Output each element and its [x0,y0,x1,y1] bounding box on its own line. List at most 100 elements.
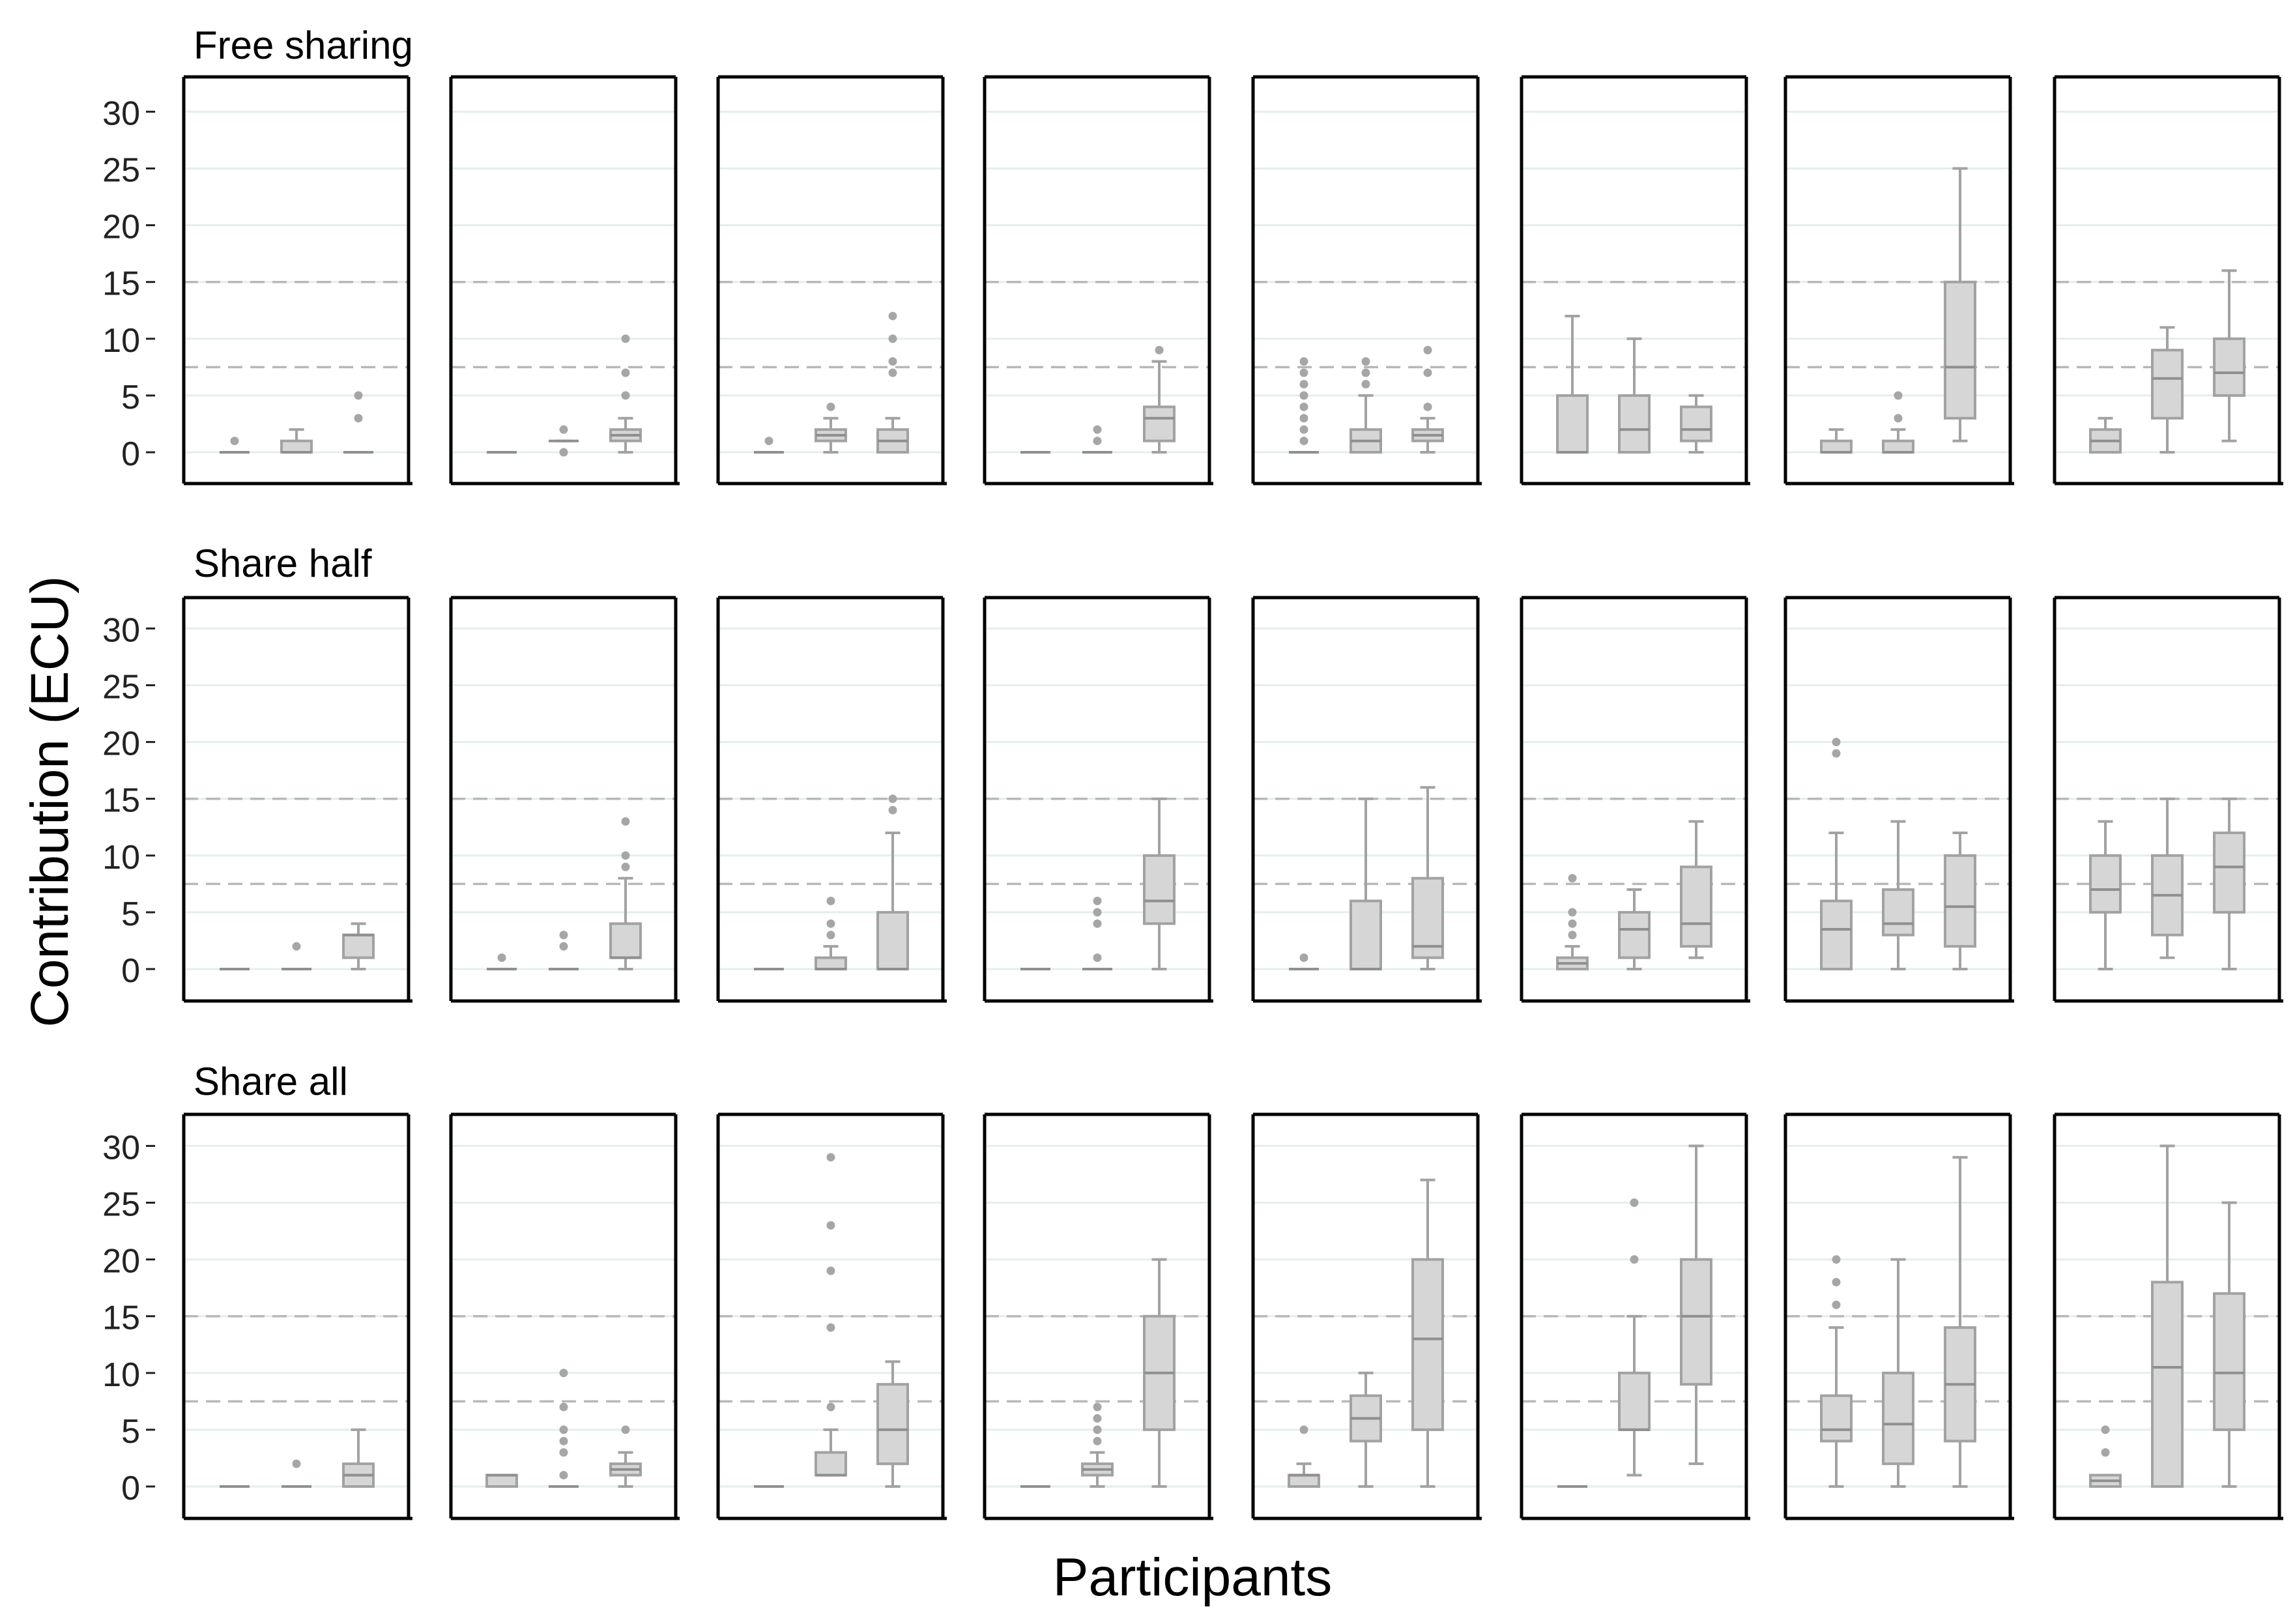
outlier-point [1093,1425,1102,1434]
box-group [609,817,642,970]
y-tick-label: 5 [121,379,140,416]
outlier-point [497,953,506,963]
box-group [1556,314,1589,454]
box-group [1411,345,1444,454]
box-body [1618,394,1651,454]
panel-frames-layer [182,75,2283,1520]
box-group [1882,1258,1914,1488]
box-body [1411,1258,1444,1431]
outlier-point [1630,1198,1639,1207]
y-tick-label: 25 [102,1186,140,1224]
box-group [609,334,642,454]
outlier-point [2101,1425,2110,1434]
outlier-point [764,437,773,446]
box-body [2213,831,2245,914]
box-group [1618,888,1651,970]
box-body [1820,439,1853,454]
outlier-point [826,1402,835,1412]
outlier-point [1299,414,1308,423]
row-title: Free sharing [194,23,413,67]
outlier-point [621,368,630,377]
y-tick-label: 30 [102,1129,140,1167]
box-group [549,931,579,970]
box-group [609,1425,642,1488]
outlier-point [888,368,897,377]
outlier-point [1299,425,1308,434]
outlier-point [826,931,835,940]
box-group [1411,786,1444,970]
y-tick-label: 10 [102,322,140,360]
y-axis-title: Contribution (ECU) [20,576,79,1028]
outlier-point [1093,896,1102,905]
box-group [1350,357,1382,454]
box-body [1288,1473,1320,1488]
box-group [280,428,313,454]
outlier-point [888,334,897,343]
y-tick-label: 15 [102,782,140,820]
outlier-point [559,931,568,940]
outlier-point [1894,414,1903,423]
outlier-point [1568,874,1577,883]
box-body [2213,1292,2245,1431]
box-body [876,910,909,971]
outlier-point [559,425,568,434]
outlier-point [1832,738,1841,747]
outlier-point [826,919,835,928]
box-group [2151,1144,2184,1488]
box-body [1411,877,1444,959]
outlier-point [621,1425,630,1434]
box-group [815,402,847,454]
y-tick-label: 0 [121,435,140,473]
box-group [1820,428,1853,454]
outlier-point [1299,368,1308,377]
outlier-point [1832,1300,1841,1309]
box-group [1944,831,1976,970]
box-body [2213,337,2245,397]
box-body [876,1383,909,1466]
box-body [2089,854,2122,914]
outlier-point [1299,437,1308,446]
outlier-point [1630,1255,1639,1264]
outlier-point [621,334,630,343]
outlier-point [2101,1448,2110,1457]
outlier-point [1299,357,1308,366]
box-body [1944,280,1976,420]
box-group [1618,1198,1651,1477]
outlier-point [826,1323,835,1332]
box-group [1411,1178,1444,1488]
outlier-point [1423,368,1432,377]
box-group [2213,269,2245,442]
box-group [876,312,909,454]
outlier-point [559,1448,568,1457]
boxes-layer [220,167,2245,1488]
outlier-point [826,402,835,411]
y-tick-label: 10 [102,839,140,877]
box-body [280,439,313,454]
outlier-point [826,896,835,905]
box-body [1350,899,1382,970]
outlier-point [1361,379,1370,388]
y-tick-label: 5 [121,1413,140,1451]
y-tick-label: 0 [121,1470,140,1507]
outlier-point [1361,368,1370,377]
box-group [342,922,375,970]
outlier-point [826,1153,835,1162]
outlier-point [1093,437,1102,446]
outlier-point [559,1471,568,1480]
box-body [1882,1371,1914,1466]
outlier-point [1299,1425,1308,1434]
y-tick-label: 5 [121,895,140,933]
box-group [1143,345,1176,454]
box-group [1618,337,1651,454]
box-group [281,942,311,970]
outlier-point [1832,1255,1841,1264]
reference-lines-layer [184,280,2279,1403]
outlier-point [1093,908,1102,917]
box-body [485,1473,518,1488]
box-group [1289,953,1319,970]
outlier-point [888,357,897,366]
outlier-point [1568,919,1577,928]
box-body [342,933,375,959]
box-group [815,1153,847,1477]
box-group [876,794,909,971]
